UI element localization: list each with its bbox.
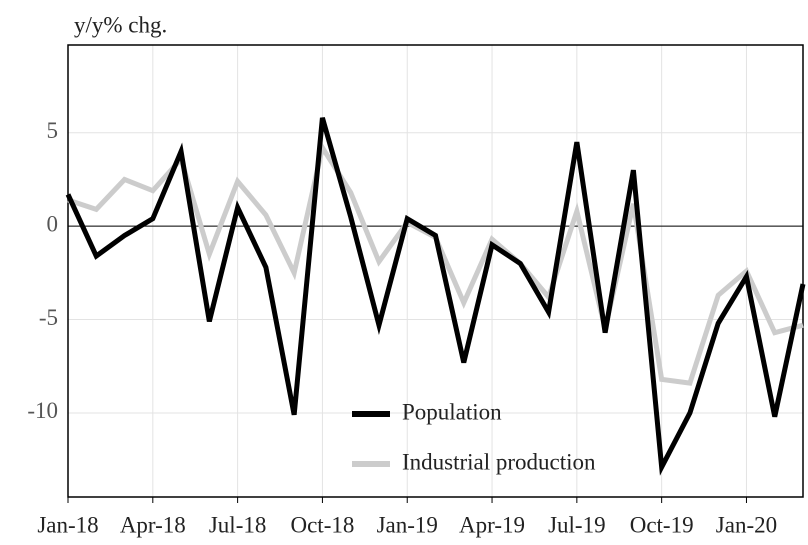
x-tick-label: Oct-19 <box>630 512 694 537</box>
legend-label: Population <box>402 399 502 424</box>
series-line <box>65 117 806 476</box>
y-tick-label: -5 <box>39 305 58 330</box>
y-tick-label: 0 <box>47 211 59 236</box>
x-tick-label: Apr-18 <box>120 512 186 537</box>
series-line <box>67 141 804 386</box>
plot-frame <box>67 44 804 498</box>
y-tick-label: 5 <box>47 118 59 143</box>
y-axis-title: y/y% chg. <box>74 12 167 37</box>
x-tick-label: Jan-18 <box>37 512 98 537</box>
x-tick-label: Jul-18 <box>209 512 267 537</box>
legend-label: Industrial production <box>402 449 596 474</box>
x-tick-label: Jan-20 <box>716 512 777 537</box>
y-tick-label: -10 <box>27 398 58 423</box>
x-tick-label: Jul-19 <box>548 512 606 537</box>
x-tick-label: Jan-19 <box>377 512 438 537</box>
x-tick-label: Apr-19 <box>459 512 525 537</box>
x-tick-label: Oct-18 <box>290 512 354 537</box>
